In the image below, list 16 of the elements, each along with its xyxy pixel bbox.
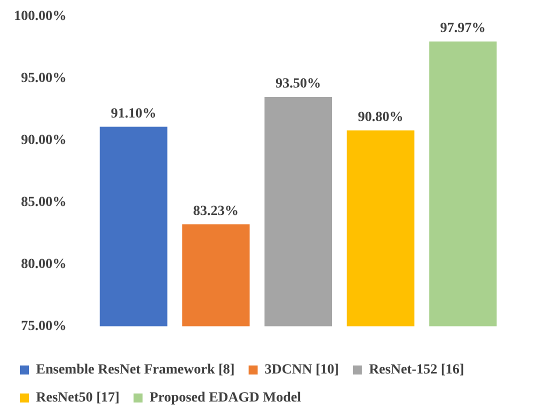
y-tick-label: 95.00% [21,70,66,86]
y-tick-label: 100.00% [14,9,66,24]
legend-label: ResNet-152 [16] [368,362,464,378]
legend-label: ResNet50 [17] [36,390,120,406]
data-label: 91.10% [110,106,156,122]
data-label: 93.50% [276,76,321,92]
y-tick-label: 90.00% [21,132,66,148]
data-label: 97.97% [440,21,486,36]
data-label: 83.23% [193,204,239,219]
y-tick-label: 80.00% [21,256,66,272]
y-tick-label: 85.00% [21,194,66,210]
y-tick-label: 75.00% [21,318,66,334]
data-label: 90.80% [358,110,404,126]
legend-label: Ensemble ResNet Framework [8] [36,362,235,378]
legend-label: 3DCNN [10] [264,362,339,378]
legend-label: Proposed EDAGD Model [150,390,302,406]
